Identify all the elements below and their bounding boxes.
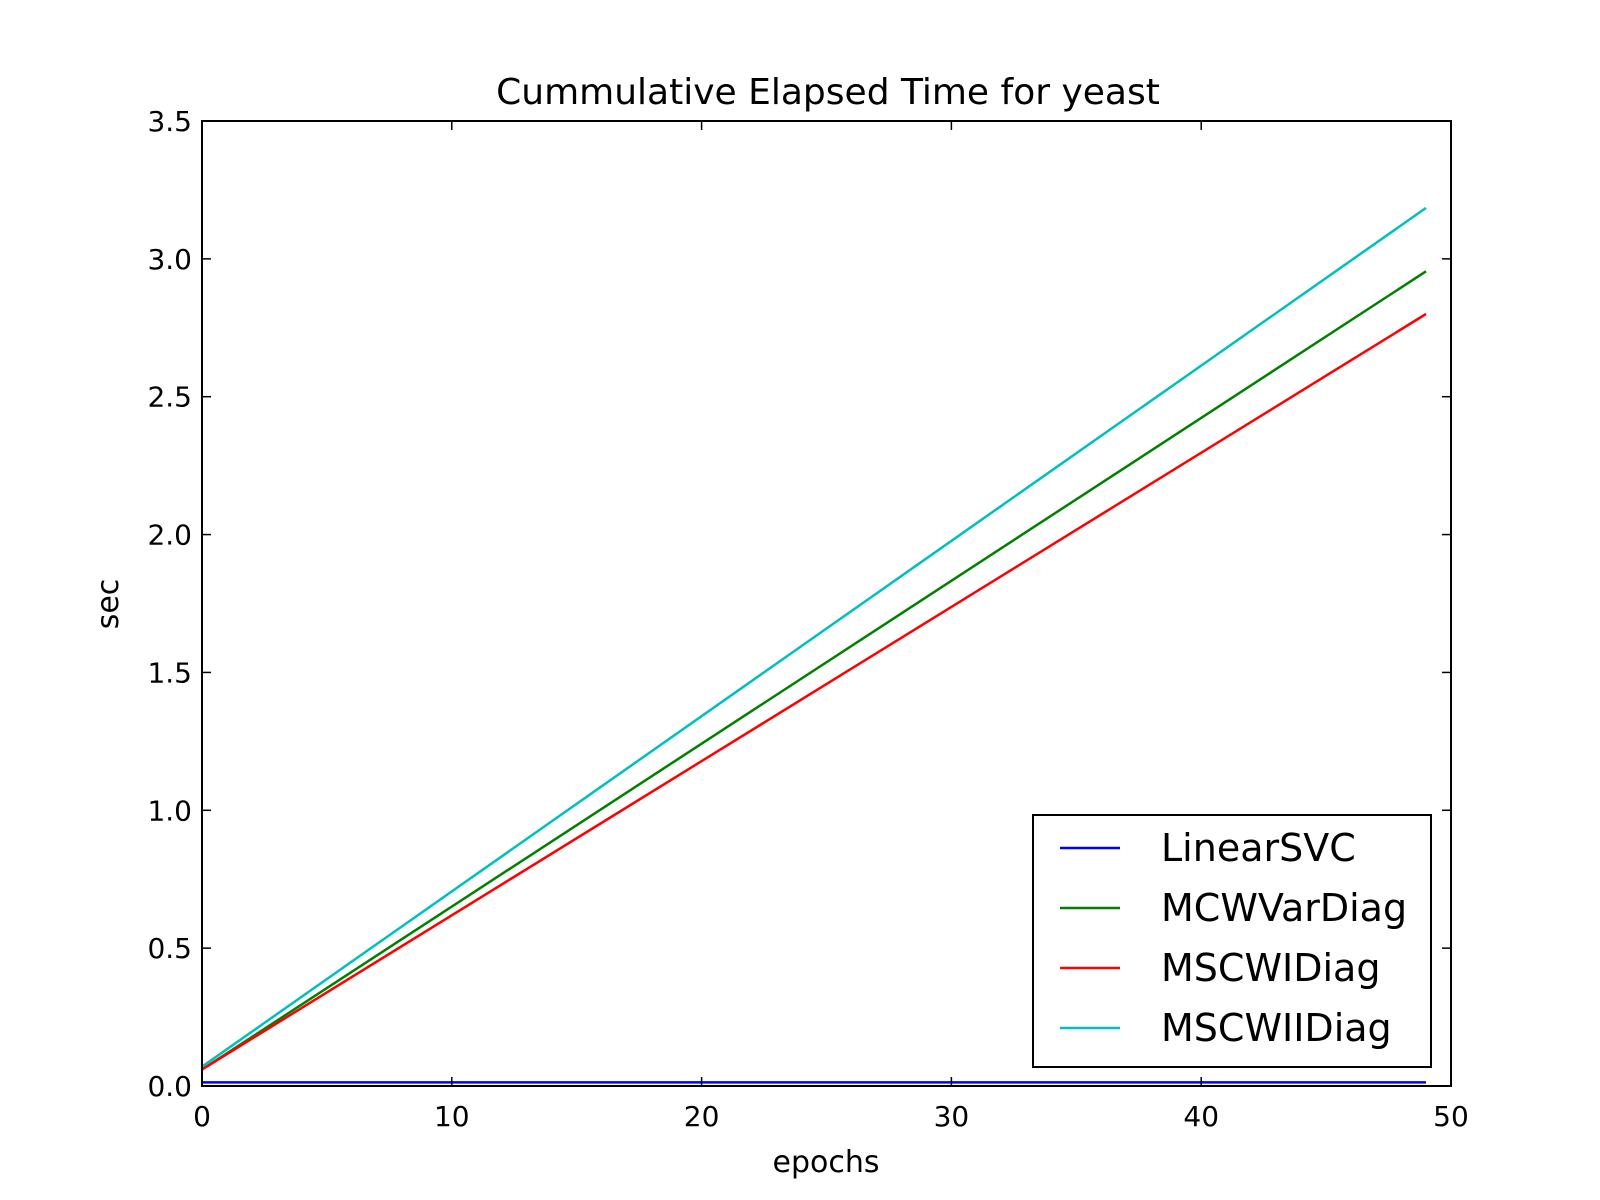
y-tick-label: 2.5 (147, 381, 192, 414)
series-layer (201, 206, 1427, 1084)
legend-label-linearsvc: LinearSVC (1161, 826, 1356, 870)
plot-frame (201, 120, 1452, 1087)
series-line-mcwvardiag (201, 270, 1427, 1071)
y-tick-label: 3.5 (147, 105, 192, 138)
legend: LinearSVC MCWVarDiag MSCWIDiag MSCWIIDiag (1032, 814, 1432, 1068)
legend-label-mscwiidiag: MSCWIIDiag (1161, 1006, 1392, 1050)
y-tick-label: 3.0 (147, 243, 192, 276)
x-axis: 0 10 20 30 40 50 (193, 121, 1469, 1133)
y-tick-label: 1.0 (147, 794, 192, 827)
x-tick-label: 20 (684, 1100, 720, 1133)
x-tick-label: 30 (934, 1100, 970, 1133)
y-tick-label: 0.5 (147, 932, 192, 965)
legend-label-mscwidiag: MSCWIDiag (1161, 946, 1380, 990)
y-tick-label: 0.0 (147, 1070, 192, 1103)
x-tick-label: 0 (193, 1100, 211, 1133)
x-tick-label: 40 (1183, 1100, 1219, 1133)
series-line-mscwidiag (201, 312, 1427, 1071)
y-tick-label: 1.5 (147, 656, 192, 689)
legend-box (1032, 814, 1432, 1068)
x-tick-label: 10 (434, 1100, 470, 1133)
chart-title: Cummulative Elapsed Time for yeast (496, 72, 1160, 113)
legend-label-mcwvardiag: MCWVarDiag (1161, 886, 1407, 930)
x-tick-label: 50 (1433, 1100, 1469, 1133)
x-axis-label: epochs (773, 1145, 880, 1180)
y-axis: 0.0 0.5 1.0 1.5 2.0 2.5 3.0 3.5 (147, 105, 1451, 1103)
y-axis-label: sec (91, 579, 126, 630)
series-line-mscwiidiag (201, 206, 1427, 1068)
y-tick-label: 2.0 (147, 519, 192, 552)
